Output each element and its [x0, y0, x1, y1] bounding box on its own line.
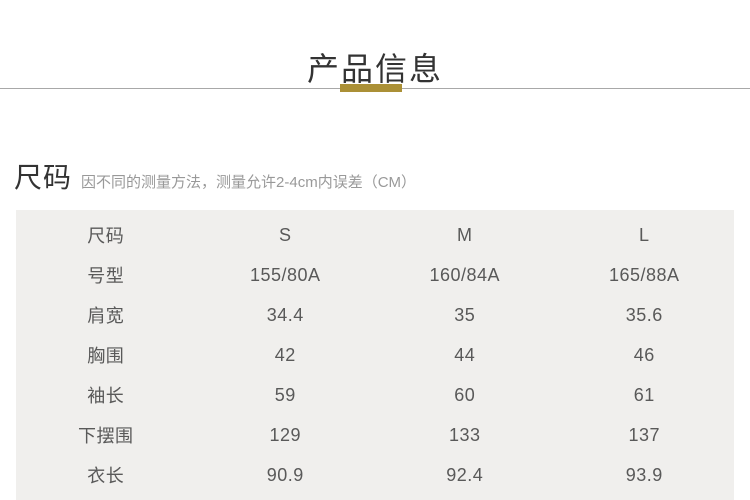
table-row: 胸围 42 44 46: [16, 335, 734, 375]
table-cell: 137: [628, 424, 661, 445]
size-measure-note: 因不同的测量方法，测量允许2-4cm内误差（CM）: [81, 174, 417, 191]
table-cell: 93.9: [625, 464, 663, 485]
table-cell: 42: [274, 344, 296, 365]
table-row: 号型 155/80A 160/84A 165/88A: [16, 255, 734, 295]
table-cell: M: [457, 224, 473, 245]
size-section-heading: 尺码: [14, 162, 73, 193]
table-cell: 60: [454, 384, 476, 405]
table-cell: 61: [633, 384, 655, 405]
table-cell: 165/88A: [608, 264, 680, 285]
table-cell: 46: [633, 344, 655, 365]
table-cell: 35: [454, 304, 476, 325]
table-cell: 155/80A: [249, 264, 321, 285]
table-cell: 35.6: [625, 304, 663, 325]
table-row-label: 肩宽: [87, 306, 125, 326]
table-row: 衣长 90.9 92.4 93.9: [16, 455, 734, 495]
table-cell: 92.4: [446, 464, 484, 485]
table-row-label: 袖长: [87, 386, 125, 406]
table-row: 肩宽 34.4 35 35.6: [16, 295, 734, 335]
table-row-label: 衣长: [87, 466, 125, 486]
table-cell: 59: [274, 384, 296, 405]
title-underline-accent: [340, 84, 402, 92]
table-cell: S: [278, 224, 292, 245]
table-row-label: 尺码: [87, 226, 125, 246]
table-cell: L: [638, 224, 650, 245]
table-cell: 90.9: [266, 464, 304, 485]
table-row: 尺码 S M L: [16, 215, 734, 255]
table-row-label: 胸围: [87, 346, 125, 366]
table-cell: 34.4: [266, 304, 304, 325]
size-table-panel: 尺码 S M L 号型 155/80A 160/84A 165/88A 肩宽 3…: [16, 210, 734, 500]
table-row: 袖长 59 60 61: [16, 375, 734, 415]
table-row-label: 号型: [87, 266, 125, 286]
table-cell: 133: [448, 424, 481, 445]
size-section-header: 尺码 因不同的测量方法，测量允许2-4cm内误差（CM）: [14, 156, 416, 196]
table-row: 下摆围 129 133 137: [16, 415, 734, 455]
table-cell: 160/84A: [429, 264, 501, 285]
page-title: 产品信息: [306, 51, 443, 87]
table-cell: 129: [269, 424, 302, 445]
table-cell: 44: [454, 344, 476, 365]
table-row-label: 下摆围: [78, 426, 134, 446]
